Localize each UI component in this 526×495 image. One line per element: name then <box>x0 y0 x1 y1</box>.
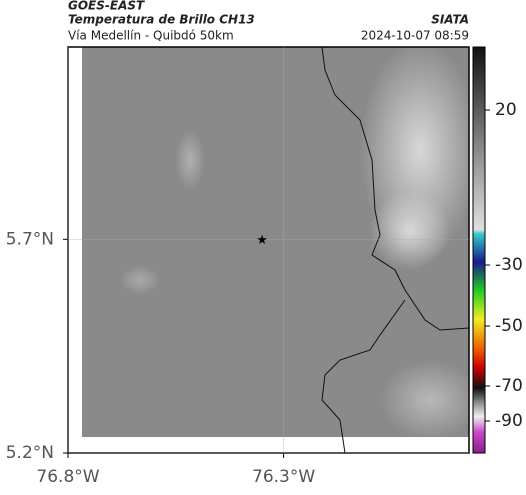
cloud-field <box>120 40 480 440</box>
satellite: GOES-EAST <box>68 0 145 13</box>
colorbar-tick-label: -90 <box>495 411 523 431</box>
y-tick-label: 5.7°N <box>6 229 54 249</box>
colorbar-tick-label: -30 <box>495 255 523 275</box>
product: Temperatura de Brillo CH13 <box>68 13 255 27</box>
x-tick-label: 76.3°W <box>252 467 315 487</box>
colorbar-tick-label: -70 <box>495 376 523 396</box>
y-tick-label: 5.2°N <box>6 443 54 463</box>
location-marker: ★ <box>256 233 268 248</box>
datetime: 2024-10-07 08:59 <box>361 29 469 43</box>
source: SIATA <box>431 13 469 27</box>
x-tick-label: 76.8°W <box>36 467 99 487</box>
colorbar-tick-label: -50 <box>495 316 523 336</box>
colorbar-tick-label: 20 <box>495 100 517 120</box>
colorbar <box>472 46 486 454</box>
coastline <box>321 46 470 454</box>
route: Vía Medellín - Quibdó 50km <box>68 29 234 43</box>
